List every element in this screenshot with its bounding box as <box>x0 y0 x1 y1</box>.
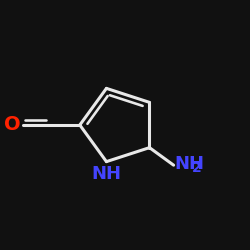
Text: 2: 2 <box>192 161 201 175</box>
Text: O: O <box>4 116 20 134</box>
Text: NH: NH <box>174 155 204 173</box>
Text: NH: NH <box>92 165 122 183</box>
